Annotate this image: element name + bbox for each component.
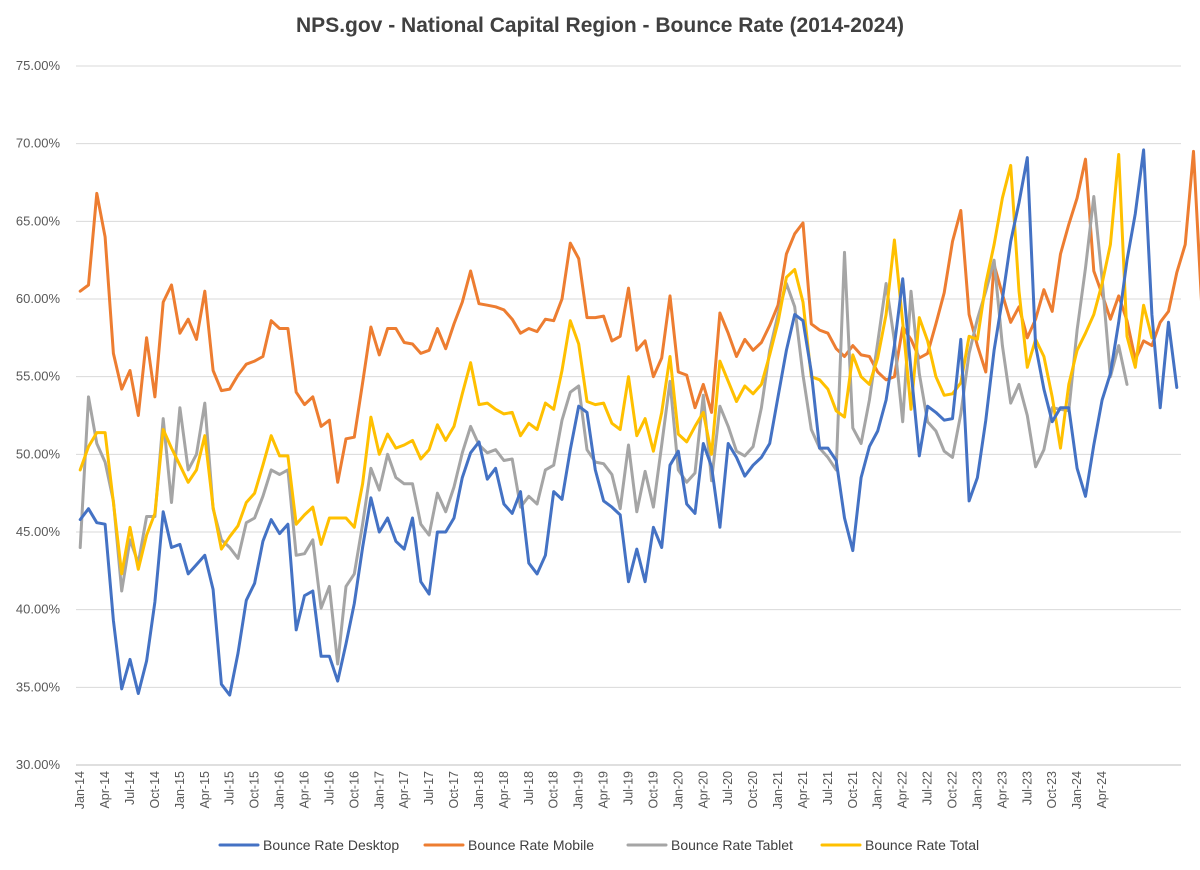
x-tick-label: Jul-23	[1020, 771, 1034, 805]
x-tick-label: Oct-22	[946, 771, 960, 809]
x-tick-label: Oct-21	[846, 771, 860, 809]
y-tick-label: 35.00%	[16, 679, 61, 694]
legend-label: Bounce Rate Desktop	[263, 837, 399, 853]
gridlines	[76, 65, 1181, 766]
y-tick-label: 55.00%	[16, 369, 61, 384]
legend: Bounce Rate Desktop Bounce Rate Mobile Bou…	[218, 837, 979, 853]
x-tick-label: Jan-17	[372, 771, 386, 809]
x-tick-label: Jan-18	[472, 771, 486, 809]
x-tick-label: Jul-15	[223, 771, 237, 805]
x-tick-label: Apr-24	[1095, 771, 1109, 809]
x-axis-tick-labels: Jan-14 Apr-14 Jul-14 Oct-14 Jan-15 Apr-15 Jul-…	[73, 771, 1109, 809]
x-tick-label: Jan-15	[173, 771, 187, 809]
x-tick-label: Oct-15	[248, 771, 262, 809]
x-tick-label: Apr-19	[597, 771, 611, 809]
x-tick-label: Apr-20	[696, 771, 710, 809]
y-tick-label: 40.00%	[16, 602, 61, 617]
x-tick-label: Jul-19	[622, 771, 636, 805]
series-line-bounce-rate-tablet	[78, 195, 1129, 666]
x-tick-label: Jan-14	[73, 771, 87, 809]
x-tick-label: Jul-16	[322, 771, 336, 805]
legend-label: Bounce Rate Total	[865, 837, 979, 853]
x-tick-label: Jan-23	[970, 771, 984, 809]
x-tick-label: Jan-21	[771, 771, 785, 809]
series-line-bounce-rate-desktop	[78, 148, 1179, 697]
x-tick-label: Apr-15	[198, 771, 212, 809]
x-tick-label: Apr-16	[297, 771, 311, 809]
series-lines	[78, 148, 1200, 697]
y-tick-label: 50.00%	[16, 446, 61, 461]
x-tick-label: Jul-20	[721, 771, 735, 805]
x-tick-label: Jul-17	[422, 771, 436, 805]
legend-label: Bounce Rate Mobile	[468, 837, 594, 853]
y-tick-label: 30.00%	[16, 757, 61, 772]
x-tick-label: Apr-21	[796, 771, 810, 809]
y-tick-label: 65.00%	[16, 213, 61, 228]
x-tick-label: Oct-17	[447, 771, 461, 809]
x-tick-label: Jul-22	[921, 771, 935, 805]
series-line-bounce-rate-mobile	[78, 149, 1200, 484]
x-tick-label: Jul-14	[123, 771, 137, 805]
x-tick-label: Apr-18	[497, 771, 511, 809]
x-tick-label: Apr-14	[98, 771, 112, 809]
x-tick-label: Apr-23	[995, 771, 1009, 809]
series-line-bounce-rate-total	[78, 153, 1154, 576]
x-tick-label: Oct-23	[1045, 771, 1059, 809]
x-tick-label: Oct-19	[646, 771, 660, 809]
x-tick-label: Jul-18	[522, 771, 536, 805]
x-tick-label: Oct-20	[746, 771, 760, 809]
x-tick-label: Jan-19	[572, 771, 586, 809]
x-tick-label: Apr-17	[397, 771, 411, 809]
y-tick-label: 75.00%	[16, 58, 61, 73]
x-tick-label: Jan-20	[671, 771, 685, 809]
x-tick-label: Oct-14	[148, 771, 162, 809]
legend-label: Bounce Rate Tablet	[671, 837, 793, 853]
y-tick-label: 70.00%	[16, 136, 61, 151]
y-tick-label: 60.00%	[16, 291, 61, 306]
x-tick-label: Oct-16	[347, 771, 361, 809]
x-tick-label: Apr-22	[896, 771, 910, 809]
x-tick-label: Jan-16	[273, 771, 287, 809]
chart-title: NPS.gov - National Capital Region - Boun…	[296, 14, 904, 37]
x-tick-label: Oct-18	[547, 771, 561, 809]
x-tick-label: Jul-21	[821, 771, 835, 805]
x-tick-label: Jan-24	[1070, 771, 1084, 809]
y-axis-tick-labels: 30.00% 35.00% 40.00% 45.00% 50.00% 55.00% 60.0…	[16, 58, 61, 772]
y-tick-label: 45.00%	[16, 524, 61, 539]
x-tick-label: Jan-22	[871, 771, 885, 809]
